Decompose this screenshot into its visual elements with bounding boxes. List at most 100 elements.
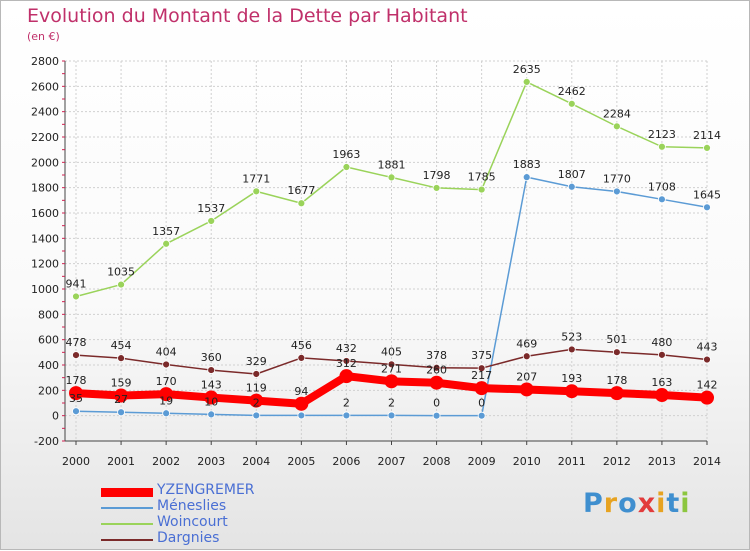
y-tick-label: 2800 xyxy=(31,55,59,68)
data-label: 178 xyxy=(606,374,627,387)
data-point xyxy=(658,195,666,204)
data-point xyxy=(387,360,396,369)
data-label: 119 xyxy=(246,382,267,395)
chart-subtitle: (en €) xyxy=(27,30,60,43)
data-label: 1537 xyxy=(197,202,225,215)
y-tick-label: 1200 xyxy=(31,258,59,271)
data-label: 454 xyxy=(111,339,132,352)
series-woincourt xyxy=(72,78,711,301)
data-label: 2462 xyxy=(558,85,586,98)
data-point xyxy=(474,381,489,396)
data-point xyxy=(342,411,351,420)
x-tick-label: 2003 xyxy=(197,455,225,468)
data-point xyxy=(564,384,579,399)
data-point xyxy=(162,239,171,248)
data-point xyxy=(703,203,711,212)
x-tick-label: 2005 xyxy=(287,455,315,468)
data-label: 2635 xyxy=(513,63,541,76)
y-tick-label: 0 xyxy=(52,410,59,423)
data-label: 378 xyxy=(426,349,447,362)
y-tick-label: 1600 xyxy=(31,207,59,220)
y-tick-label: -200 xyxy=(34,435,59,448)
data-point xyxy=(387,173,396,182)
data-point xyxy=(342,357,351,365)
data-point xyxy=(297,354,306,362)
legend-label: Dargnies xyxy=(157,530,220,546)
x-tick-label: 2000 xyxy=(62,455,90,468)
data-label: 1708 xyxy=(648,180,676,193)
data-label: 312 xyxy=(336,357,357,370)
data-label: 35 xyxy=(69,392,83,405)
x-tick-label: 2011 xyxy=(558,455,586,468)
data-point xyxy=(387,411,396,420)
data-point xyxy=(432,184,441,192)
data-label: 501 xyxy=(606,333,627,346)
legend-label: Woincourt xyxy=(157,514,228,530)
data-label: 405 xyxy=(381,345,402,358)
y-tick-label: 1400 xyxy=(31,232,59,245)
data-label: 469 xyxy=(516,337,537,350)
data-point xyxy=(609,386,624,401)
legend-label: Méneslies xyxy=(157,498,227,514)
data-label: 1798 xyxy=(423,169,451,182)
data-point xyxy=(252,370,261,378)
data-point xyxy=(72,351,80,360)
x-tick-label: 2007 xyxy=(378,455,406,468)
chart-title: Evolution du Montant de la Dette par Hab… xyxy=(27,5,468,27)
data-point xyxy=(567,99,576,108)
data-label: 2284 xyxy=(603,107,631,120)
y-tick-label: 1000 xyxy=(31,283,59,296)
data-point xyxy=(522,352,531,361)
logo-letter: P xyxy=(583,488,604,519)
x-tick-label: 2009 xyxy=(468,455,496,468)
y-tick-label: 2400 xyxy=(31,106,59,119)
data-label: 480 xyxy=(651,336,672,349)
data-label: 178 xyxy=(66,374,87,387)
data-point xyxy=(700,390,714,405)
data-point xyxy=(159,387,174,402)
data-point xyxy=(477,185,486,194)
data-point xyxy=(207,217,216,225)
data-point xyxy=(117,408,125,417)
data-point xyxy=(162,360,171,369)
data-label: 142 xyxy=(697,379,718,392)
data-label: 1770 xyxy=(603,172,631,185)
legend-swatch xyxy=(101,507,153,509)
data-label: 456 xyxy=(291,339,312,352)
data-point xyxy=(252,187,261,196)
data-label: 193 xyxy=(561,372,582,385)
x-tick-label: 2010 xyxy=(513,455,541,468)
data-point xyxy=(69,386,83,401)
data-label: 2 xyxy=(343,396,350,409)
logo-letter: t xyxy=(666,488,681,519)
y-tick-label: 2200 xyxy=(31,131,59,144)
data-point xyxy=(522,173,531,182)
data-label: 0 xyxy=(478,397,485,410)
data-label: 260 xyxy=(426,364,447,377)
data-label: 1963 xyxy=(332,148,360,161)
y-tick-label: 2000 xyxy=(31,156,59,169)
data-label: 1807 xyxy=(558,168,586,181)
data-point xyxy=(249,393,264,408)
logo-letter: o xyxy=(618,488,638,519)
x-tick-label: 2006 xyxy=(332,455,360,468)
y-tick-label: 2600 xyxy=(31,80,59,93)
legend-swatch xyxy=(101,523,153,525)
data-point xyxy=(429,375,444,390)
data-point xyxy=(654,388,669,403)
data-point xyxy=(703,143,711,152)
data-label: 1785 xyxy=(468,171,496,184)
series-dargnies xyxy=(72,345,711,378)
x-tick-label: 2014 xyxy=(693,455,721,468)
data-label: 1883 xyxy=(513,158,541,171)
data-label: 478 xyxy=(66,336,87,349)
data-point xyxy=(477,364,486,373)
data-label: 1677 xyxy=(287,184,315,197)
data-point xyxy=(162,409,171,418)
logo-letter: x xyxy=(637,488,657,519)
data-point xyxy=(384,374,399,389)
data-point xyxy=(297,199,306,208)
data-point xyxy=(294,396,309,411)
